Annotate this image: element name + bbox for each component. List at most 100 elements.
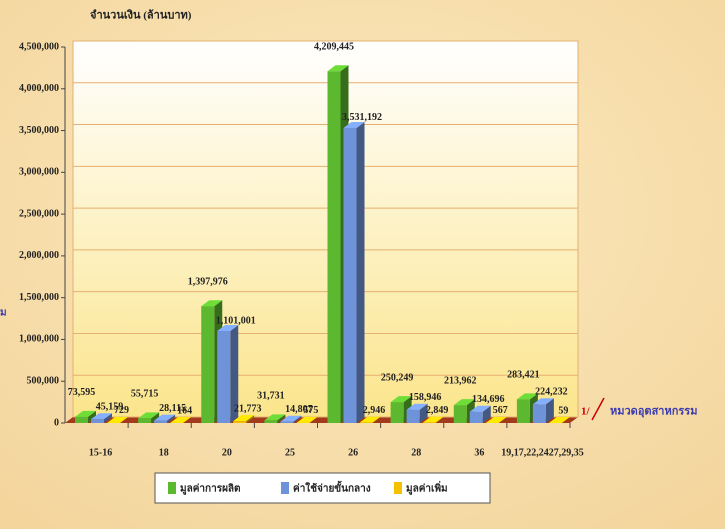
bar bbox=[422, 416, 444, 423]
x-tick-label: 28 bbox=[411, 447, 421, 458]
bar-top bbox=[390, 396, 412, 403]
bar-front bbox=[217, 331, 231, 423]
bar-top bbox=[359, 416, 381, 423]
bar-front bbox=[343, 127, 357, 424]
bar-top bbox=[327, 65, 349, 72]
bar-top bbox=[469, 405, 491, 412]
bar-front bbox=[453, 405, 467, 423]
bar-side bbox=[167, 414, 176, 423]
bar-top bbox=[264, 414, 286, 421]
bar-front bbox=[280, 421, 294, 423]
bar-side bbox=[561, 416, 570, 423]
bar-top bbox=[453, 399, 475, 406]
bar bbox=[485, 416, 507, 423]
x-axis-title: หมวดอุตสาหกรรม bbox=[610, 406, 697, 419]
value-label: 59 bbox=[558, 405, 568, 416]
bar-top bbox=[532, 398, 554, 405]
value-label: 45,159 bbox=[96, 402, 124, 413]
bar-front bbox=[516, 399, 530, 423]
bar-front bbox=[390, 402, 404, 423]
bar bbox=[75, 410, 96, 423]
floor bbox=[65, 417, 578, 423]
bar-side bbox=[230, 325, 239, 423]
legend-swatch bbox=[168, 482, 176, 494]
y-tick-label: 1,000,000 bbox=[19, 334, 59, 345]
value-label: 224,232 bbox=[535, 387, 568, 398]
bar-top bbox=[343, 121, 365, 128]
value-label: 567 bbox=[493, 405, 508, 416]
legend: มูลค่าการผลิต ค่าใช้จ่ายขั้นกลาง มูลค่าเพิ… bbox=[154, 472, 491, 504]
bar-side bbox=[88, 410, 96, 423]
left-fragment: ม bbox=[0, 307, 7, 318]
value-label: 2,849 bbox=[426, 405, 449, 416]
bar bbox=[532, 398, 554, 423]
bar-top bbox=[170, 416, 192, 423]
value-label: 28,115 bbox=[159, 403, 186, 414]
bar-top bbox=[217, 325, 239, 332]
bar-front bbox=[469, 411, 483, 423]
y-tick-label: 4,500,000 bbox=[19, 41, 59, 52]
bar-side bbox=[482, 405, 491, 423]
bar-top bbox=[548, 416, 570, 423]
y-tick-label: 500,000 bbox=[27, 376, 60, 387]
bar-front bbox=[201, 306, 215, 423]
bar bbox=[170, 416, 192, 423]
x-tick-label: 26 bbox=[348, 447, 358, 458]
bar bbox=[296, 416, 318, 423]
bar-front bbox=[75, 416, 88, 423]
bar bbox=[406, 403, 428, 423]
bar-top bbox=[485, 416, 507, 423]
value-label: 283,421 bbox=[507, 370, 540, 381]
value-label: 2,946 bbox=[363, 405, 386, 416]
y-tick-label: 1,500,000 bbox=[19, 292, 59, 303]
y-tick-label: 0 bbox=[54, 417, 59, 428]
bar-top bbox=[296, 416, 318, 423]
bar-side bbox=[120, 416, 128, 423]
bar-front bbox=[532, 404, 546, 423]
bar-side bbox=[246, 415, 255, 423]
legend-swatch bbox=[281, 482, 289, 494]
value-label: 134,696 bbox=[472, 394, 505, 405]
value-label: 14,807 bbox=[285, 404, 313, 415]
bar-side bbox=[151, 412, 160, 423]
bar-front bbox=[406, 409, 420, 423]
value-label: 575 bbox=[303, 405, 318, 416]
bar-side bbox=[293, 415, 302, 423]
bar-top bbox=[75, 410, 96, 417]
bar bbox=[359, 416, 381, 423]
legend-label: มูลค่าเพิ่ม bbox=[406, 480, 448, 495]
x-note: 1/ bbox=[581, 406, 591, 418]
y-tick-label: 2,500,000 bbox=[19, 208, 59, 219]
x-tick-label: 36 bbox=[474, 447, 484, 458]
bar-top bbox=[406, 403, 428, 410]
bar-side bbox=[104, 413, 112, 423]
bar-top bbox=[233, 415, 255, 422]
legend-label: ค่าใช้จ่ายขั้นกลาง bbox=[293, 480, 371, 494]
x-tick-label: 19,17,22,2427,29,35 bbox=[501, 447, 584, 458]
bar-side bbox=[309, 416, 318, 423]
bar bbox=[280, 415, 302, 423]
bar bbox=[91, 413, 112, 423]
bar-side bbox=[545, 398, 554, 423]
bar bbox=[469, 405, 491, 423]
bar bbox=[154, 414, 176, 423]
bar-top bbox=[154, 414, 176, 421]
bar bbox=[217, 325, 239, 423]
x-tick-label: 15-16 bbox=[89, 447, 112, 458]
value-label: 21,773 bbox=[234, 403, 262, 414]
legend-label: มูลค่าการผลิต bbox=[180, 482, 241, 495]
bar-front bbox=[91, 419, 104, 423]
legend-box bbox=[154, 472, 491, 504]
bar-front bbox=[327, 71, 341, 424]
bar bbox=[233, 415, 255, 423]
plot-area bbox=[72, 40, 579, 418]
value-label: 1,397,976 bbox=[188, 276, 228, 287]
bar-top bbox=[422, 416, 444, 423]
bar-side bbox=[356, 121, 365, 424]
bar-top bbox=[280, 415, 302, 422]
x-tick-label: 18 bbox=[159, 447, 169, 458]
y-tick-label: 3,500,000 bbox=[19, 125, 59, 136]
y-tick-label: 3,000,000 bbox=[19, 167, 59, 178]
bar-top bbox=[516, 393, 538, 400]
bar-top bbox=[201, 300, 223, 307]
